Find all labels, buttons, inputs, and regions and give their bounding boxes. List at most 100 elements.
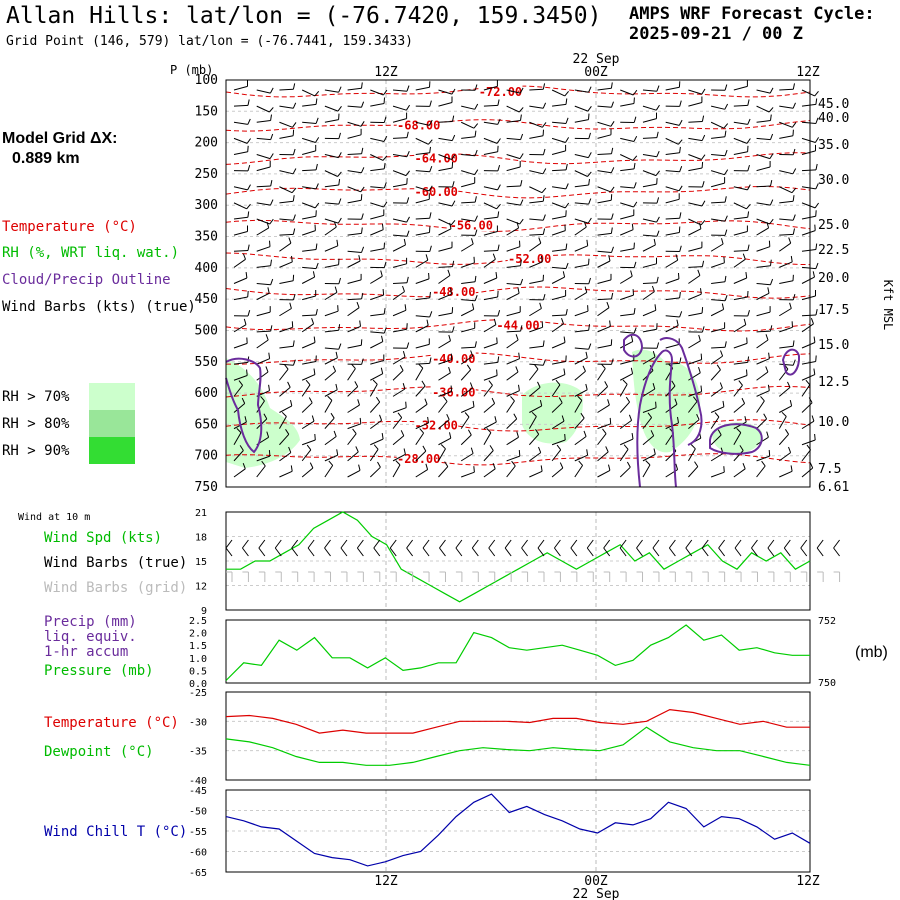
wind-barb-staff xyxy=(415,297,430,301)
wind-barb-staff xyxy=(506,120,521,123)
wind-barb-flag xyxy=(519,218,524,225)
wind-barb-staff xyxy=(574,264,589,268)
wind-barb-staff xyxy=(688,247,703,252)
wind-barb-staff xyxy=(665,170,680,173)
wind-barb-staff xyxy=(506,390,520,397)
wind-barb-staff xyxy=(733,258,746,268)
wind-barb-staff xyxy=(529,200,544,204)
wind-barb-staff xyxy=(392,407,407,413)
wind-barb-flag xyxy=(535,429,540,435)
series-line xyxy=(225,624,810,681)
wind-barb-flag xyxy=(471,303,475,310)
wind-barb-flag xyxy=(383,327,387,334)
wind-barb-staff xyxy=(529,121,543,128)
wind-barb-flag xyxy=(631,223,634,230)
p-axis-label: P (mb) xyxy=(170,63,213,77)
wind-barb-staff xyxy=(324,226,337,236)
barb-true xyxy=(455,539,463,549)
wind-barb-staff xyxy=(552,249,567,252)
wind-barb-flag xyxy=(542,340,545,347)
top-tick-12z-a: 12Z xyxy=(374,65,398,80)
wind-barb-staff xyxy=(233,186,248,191)
wind-barb-staff xyxy=(665,121,680,126)
wind-barb-flag xyxy=(611,246,614,253)
wind-barb-flag xyxy=(270,114,272,121)
wind-barb-flag xyxy=(747,310,750,317)
temperature-panel: -25 -30 -35 -40 xyxy=(189,688,811,787)
wind-barb-flag xyxy=(655,170,660,176)
wind-barb-staff xyxy=(233,137,248,144)
wind-barb-staff xyxy=(393,282,408,284)
wind-barb-flag xyxy=(723,256,725,263)
barb-true xyxy=(701,539,709,549)
wind-barb-staff xyxy=(620,438,634,446)
pressure-tick: 600 xyxy=(195,386,218,401)
y-tick-label: 2.0 xyxy=(189,629,207,640)
wind-barb-staff xyxy=(529,233,544,236)
pressure-tick: 250 xyxy=(195,167,218,182)
wind-barb-staff xyxy=(710,243,724,252)
wind-barb-staff xyxy=(301,374,316,381)
wind-barb-flag xyxy=(606,301,610,308)
rh90-swatch xyxy=(89,437,135,464)
wind-barb-flag xyxy=(701,326,705,333)
wind-barb-flag xyxy=(724,149,728,156)
wind-barb-staff xyxy=(370,103,385,107)
wind-barb-flag xyxy=(724,275,727,282)
wind-barb-flag xyxy=(492,253,496,260)
wind-barb-flag xyxy=(814,433,816,441)
wind-barb-flag xyxy=(625,396,631,403)
wind-barb-staff xyxy=(710,453,724,462)
wind-barb-flag xyxy=(449,432,452,439)
wind-barb-flag xyxy=(403,238,406,245)
wind-barb-flag xyxy=(472,400,475,407)
wind-barb-staff xyxy=(460,387,473,397)
wind-barb-staff xyxy=(302,266,317,270)
wind-barb-staff xyxy=(529,88,544,91)
wind-barb-flag xyxy=(761,460,766,467)
wind-barb-staff xyxy=(597,344,612,349)
barb-true xyxy=(652,547,660,557)
wind-barb-staff xyxy=(551,202,566,209)
wind-barb-staff xyxy=(801,439,816,446)
wind-barb-flag xyxy=(315,163,318,171)
wind-barb-flag xyxy=(311,415,315,422)
pressure-tick: 500 xyxy=(195,323,218,338)
y-tick-label: 0.5 xyxy=(189,666,207,677)
wind-barb-staff xyxy=(574,357,588,365)
wind-barb-staff xyxy=(392,435,405,446)
wind-barb-staff xyxy=(688,266,703,268)
wind-barb-flag xyxy=(314,90,320,97)
wind-barb-flag xyxy=(247,99,250,106)
pressure-tick: 200 xyxy=(195,136,218,151)
wind-barb-flag xyxy=(474,84,478,91)
wind-barb-flag xyxy=(742,463,746,469)
wind-barb-flag xyxy=(610,82,613,89)
wind-barb-staff xyxy=(256,455,271,462)
wind-barb-staff xyxy=(529,170,544,175)
pressure-tick: 700 xyxy=(195,449,218,464)
wind-barb-staff xyxy=(324,347,339,350)
pressure-tick: 750 xyxy=(818,678,836,689)
wind-barb-staff xyxy=(688,218,702,226)
wind-barb-staff xyxy=(324,454,338,462)
wind-barb-staff xyxy=(597,307,610,317)
wind-barb-staff xyxy=(801,361,816,365)
wind-barb-flag xyxy=(815,355,817,362)
wind-barb-flag xyxy=(609,320,611,327)
wind-barb-staff xyxy=(438,228,452,236)
wind-barb-staff xyxy=(710,308,724,317)
wind-barb-staff xyxy=(551,420,565,430)
wind-barb-flag xyxy=(270,133,274,140)
wind-barb-staff xyxy=(801,137,816,143)
wind-barb-flag xyxy=(586,239,589,246)
wind-barb-staff xyxy=(710,387,723,397)
wind-barb-flag xyxy=(541,187,547,194)
wind-barb-flag xyxy=(270,325,273,332)
isotherm-label-bg xyxy=(496,317,540,332)
wind-barb-staff xyxy=(415,170,430,173)
wind-barb-flag xyxy=(288,446,292,453)
wind-barb-flag xyxy=(633,182,637,189)
wind-barb-flag xyxy=(511,460,516,467)
wind-barb-flag xyxy=(541,122,547,128)
